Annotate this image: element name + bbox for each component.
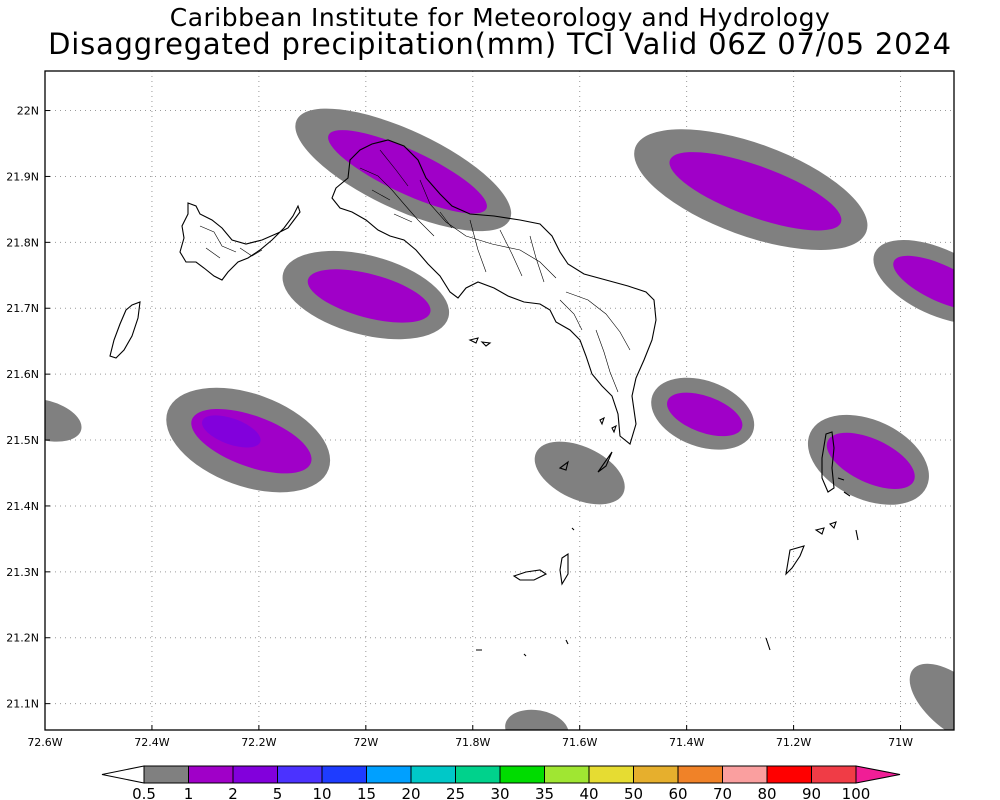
colorbar-label: 20 — [401, 785, 420, 800]
colorbar-swatch — [277, 765, 323, 784]
colorbar-swatch — [410, 765, 456, 784]
colorbar-swatch — [677, 765, 723, 784]
caicos-islands-outline — [331, 139, 657, 445]
colorbar: 0.5 1 2 5 10 15 20 25 30 35 40 50 60 70 80 90 100 — [101, 765, 901, 800]
lat-tick-label: 21.6N — [6, 368, 39, 381]
cell-northeast — [634, 129, 868, 251]
lon-tick-label: 72.4W — [134, 736, 169, 749]
colorbar-label: 70 — [713, 785, 732, 800]
colorbar-swatch — [766, 765, 812, 784]
salt-cay-outline — [785, 545, 805, 576]
cell-far-east — [873, 239, 954, 324]
lat-tick-label: 21.7N — [6, 302, 39, 315]
colorbar-swatch — [499, 765, 545, 784]
colorbar-label: 100 — [842, 785, 871, 800]
lon-tick-label: 71.4W — [669, 736, 704, 749]
ambergris-cays-outline — [512, 569, 548, 581]
cell-southwest — [166, 387, 331, 493]
colorbar-label: 50 — [624, 785, 643, 800]
colorbar-swatch — [722, 765, 768, 784]
colorbar-swatch — [188, 765, 234, 784]
colorbar-label: 25 — [446, 785, 465, 800]
lat-tick-label: 22N — [17, 105, 39, 118]
contour-0.5-1 — [534, 441, 625, 505]
colorbar-swatch — [143, 765, 189, 784]
colorbar-swatch — [455, 765, 501, 784]
colorbar-label: 2 — [228, 785, 238, 800]
contour-0.5-1 — [45, 398, 82, 442]
cell-west-caicos — [282, 250, 450, 340]
title-line-2: Disaggregated precipitation(mm) TCI Vali… — [48, 27, 952, 61]
colorbar-low-triangle — [101, 765, 145, 784]
lon-tick-label: 71.8W — [455, 736, 490, 749]
west-caicos-outline — [109, 301, 141, 359]
colorbar-label: 15 — [357, 785, 376, 800]
cell-south-caicos — [534, 441, 625, 505]
coastline-outlines — [109, 139, 859, 657]
colorbar-swatch — [811, 765, 857, 784]
colorbar-label: 40 — [579, 785, 598, 800]
colorbar-swatch — [321, 765, 367, 784]
lon-tick-label: 72.2W — [241, 736, 276, 749]
lon-tick-label: 71W — [888, 736, 913, 749]
colorbar-label: 60 — [668, 785, 687, 800]
colorbar-swatch — [232, 765, 278, 784]
colorbar-label: 10 — [312, 785, 331, 800]
lon-tick-label: 71.2W — [776, 736, 811, 749]
colorbar-swatch — [588, 765, 634, 784]
lat-tick-label: 21.9N — [6, 170, 39, 183]
contour-1-2 — [826, 432, 915, 490]
contour-1-2 — [667, 392, 743, 437]
colorbar-high-triangle — [855, 765, 901, 784]
colorbar-label: 0.5 — [132, 785, 156, 800]
colorbar-label: 1 — [184, 785, 194, 800]
cell-far-west — [45, 398, 82, 442]
contour-1-2 — [893, 255, 954, 311]
cays-outline — [468, 337, 617, 434]
lon-tick-label: 72W — [353, 736, 378, 749]
precipitation-contours — [45, 108, 954, 730]
cell-east-caicos-south — [651, 377, 755, 450]
lat-tick-label: 21.5N — [6, 434, 39, 447]
map-axes-labels: 72.6W 72.4W 72.2W 72W 71.8W 71.6W 71.4W 71.2W 71… — [6, 105, 913, 749]
map-frame — [44, 70, 955, 731]
lat-tick-label: 21.1N — [6, 698, 39, 711]
contour-2-5 — [202, 415, 261, 448]
cell-north-caicos — [295, 108, 512, 232]
lat-tick-label: 21.2N — [6, 632, 39, 645]
contour-1-2 — [328, 130, 487, 214]
colorbar-label: 30 — [490, 785, 509, 800]
lat-tick-label: 21.8N — [6, 236, 39, 249]
grand-turk-outline — [821, 431, 835, 493]
colorbar-swatch — [544, 765, 590, 784]
contour-1-2 — [307, 269, 431, 323]
cell-grand-turk — [807, 414, 929, 505]
lat-tick-label: 21.3N — [6, 566, 39, 579]
lon-tick-label: 71.6W — [562, 736, 597, 749]
colorbar-swatch — [366, 765, 412, 784]
contour-1-2 — [669, 152, 842, 231]
colorbar-label: 35 — [535, 785, 554, 800]
colorbar-label: 80 — [757, 785, 776, 800]
title-line-1: Caribbean Institute for Meteorology and … — [169, 3, 831, 32]
colorbar-label: 90 — [802, 785, 821, 800]
colorbar-label: 5 — [273, 785, 283, 800]
colorbar-swatch — [633, 765, 679, 784]
lat-tick-label: 21.4N — [6, 500, 39, 513]
providenciales-outline — [179, 202, 301, 281]
lon-tick-label: 72.6W — [27, 736, 62, 749]
